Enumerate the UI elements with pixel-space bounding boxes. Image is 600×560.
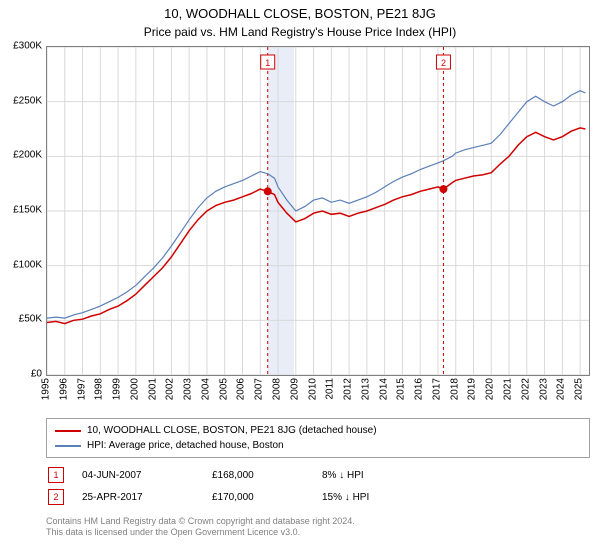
plot-area: 12	[46, 46, 590, 376]
chart-container: 10, WOODHALL CLOSE, BOSTON, PE21 8JG Pri…	[0, 0, 600, 560]
event-row-2: 2 25-APR-2017 £170,000 15% ↓ HPI	[46, 486, 590, 508]
event-delta-2: 15% ↓ HPI	[322, 492, 432, 503]
xtick-label: 2022	[520, 378, 531, 400]
xtick-label: 2014	[378, 378, 389, 400]
xtick-label: 2004	[200, 378, 211, 400]
xtick-label: 2013	[360, 378, 371, 400]
xtick-label: 2002	[165, 378, 176, 400]
xtick-label: 2003	[183, 378, 194, 400]
ytick-label: £0	[2, 369, 42, 380]
xtick-label: 2001	[147, 378, 158, 400]
xtick-label: 2000	[129, 378, 140, 400]
xtick-label: 2007	[254, 378, 265, 400]
svg-text:1: 1	[265, 58, 270, 68]
xtick-label: 2011	[325, 378, 336, 400]
footer-line1: Contains HM Land Registry data © Crown c…	[46, 516, 590, 527]
svg-text:2: 2	[441, 58, 446, 68]
xtick-label: 2023	[538, 378, 549, 400]
event-price-1: £168,000	[212, 470, 322, 481]
xtick-label: 1999	[112, 378, 123, 400]
ytick-label: £100K	[2, 259, 42, 270]
xtick-label: 1995	[41, 378, 52, 400]
event-delta-1: 8% ↓ HPI	[322, 470, 432, 481]
xtick-label: 2006	[236, 378, 247, 400]
page-title: 10, WOODHALL CLOSE, BOSTON, PE21 8JG	[0, 0, 600, 21]
ytick-label: £200K	[2, 150, 42, 161]
legend-label-hpi: HPI: Average price, detached house, Bost…	[87, 440, 284, 451]
legend: 10, WOODHALL CLOSE, BOSTON, PE21 8JG (de…	[46, 418, 590, 458]
ytick-label: £150K	[2, 205, 42, 216]
footer-line2: This data is licensed under the Open Gov…	[46, 527, 590, 538]
event-date-2: 25-APR-2017	[82, 492, 212, 503]
legend-swatch-property	[55, 430, 81, 432]
event-row-1: 1 04-JUN-2007 £168,000 8% ↓ HPI	[46, 464, 590, 486]
xtick-label: 2009	[289, 378, 300, 400]
legend-swatch-hpi	[55, 445, 81, 447]
xtick-label: 2025	[574, 378, 585, 400]
xtick-label: 2005	[218, 378, 229, 400]
event-table: 1 04-JUN-2007 £168,000 8% ↓ HPI 2 25-APR…	[46, 464, 590, 508]
chart-svg: 12	[47, 47, 589, 375]
event-marker-2: 2	[48, 489, 64, 505]
xtick-label: 2016	[414, 378, 425, 400]
xtick-label: 1996	[58, 378, 69, 400]
xtick-label: 1998	[94, 378, 105, 400]
xtick-label: 2010	[307, 378, 318, 400]
footer-attribution: Contains HM Land Registry data © Crown c…	[46, 516, 590, 539]
xtick-label: 2008	[272, 378, 283, 400]
xtick-label: 2017	[431, 378, 442, 400]
xtick-label: 2024	[556, 378, 567, 400]
event-price-2: £170,000	[212, 492, 322, 503]
legend-item-hpi: HPI: Average price, detached house, Bost…	[55, 438, 581, 453]
xtick-label: 2015	[396, 378, 407, 400]
xtick-label: 1997	[76, 378, 87, 400]
xtick-label: 2018	[449, 378, 460, 400]
xtick-label: 2019	[467, 378, 478, 400]
event-marker-1: 1	[48, 467, 64, 483]
xtick-label: 2021	[503, 378, 514, 400]
xtick-label: 2012	[343, 378, 354, 400]
event-date-1: 04-JUN-2007	[82, 470, 212, 481]
ytick-label: £300K	[2, 41, 42, 52]
legend-label-property: 10, WOODHALL CLOSE, BOSTON, PE21 8JG (de…	[87, 425, 377, 436]
legend-item-property: 10, WOODHALL CLOSE, BOSTON, PE21 8JG (de…	[55, 423, 581, 438]
ytick-label: £50K	[2, 314, 42, 325]
page-subtitle: Price paid vs. HM Land Registry's House …	[0, 21, 600, 43]
xtick-label: 2020	[485, 378, 496, 400]
ytick-label: £250K	[2, 95, 42, 106]
